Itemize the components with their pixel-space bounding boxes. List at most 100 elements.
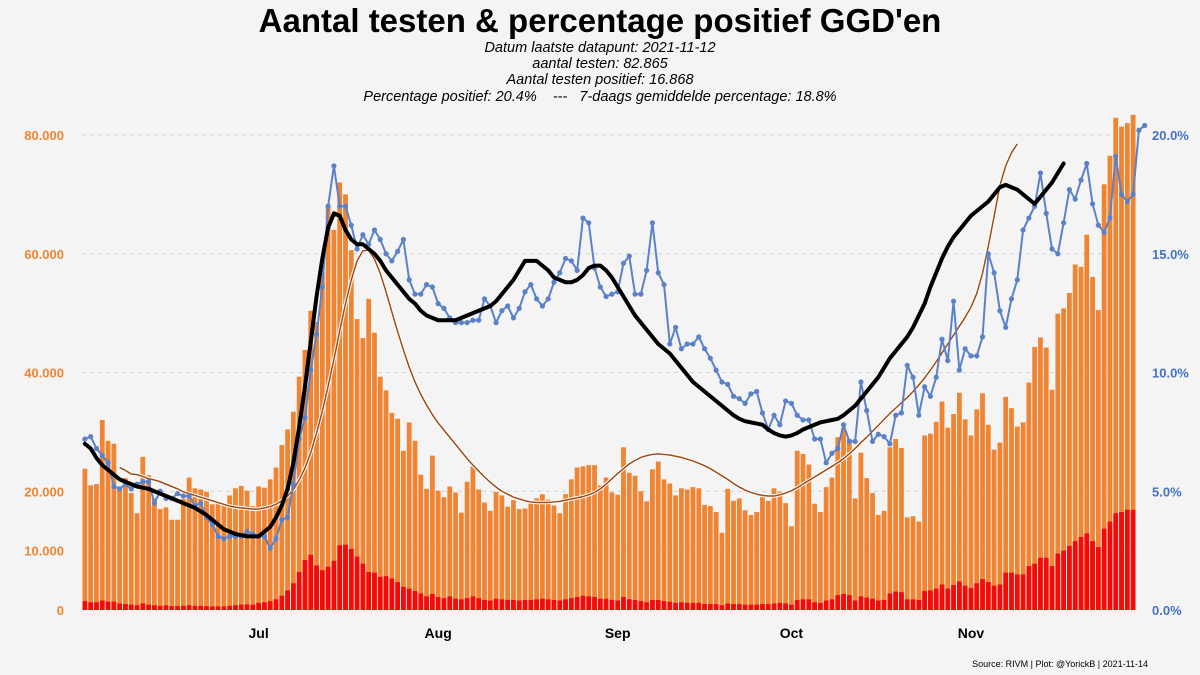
bar-positive [140, 603, 146, 610]
pct-point [551, 279, 557, 285]
bar-tests [1101, 184, 1107, 610]
bar-tests [372, 332, 377, 610]
pct-point [1061, 220, 1067, 226]
bar-tests [731, 500, 736, 610]
pct-point [389, 258, 395, 264]
bar-tests [661, 479, 667, 610]
pct-point [945, 358, 951, 364]
pct-point [1101, 229, 1107, 235]
bar-tests [1043, 347, 1049, 610]
pct-point [481, 296, 488, 302]
bar-positive [991, 585, 997, 610]
bar-tests [1072, 264, 1078, 610]
pct-point [794, 412, 800, 418]
pct-point [898, 410, 905, 416]
pct-point [1078, 177, 1084, 183]
pct-point [713, 367, 719, 373]
pct-point [852, 438, 858, 444]
pct-point [1026, 215, 1032, 221]
tests-avg-halo [118, 142, 1019, 511]
pct-point [151, 500, 157, 506]
bar-tests [719, 532, 725, 610]
bar-tests [447, 486, 453, 610]
bar-positive [412, 591, 418, 610]
bar-tests [655, 461, 661, 610]
pct-point [974, 353, 980, 359]
bar-positive [337, 545, 343, 610]
bar-positive [447, 596, 453, 610]
pct-point [371, 227, 378, 233]
bar-tests [678, 488, 684, 610]
pct-point [933, 374, 939, 380]
bar-tests [650, 469, 655, 610]
bar-positive [180, 605, 186, 610]
bar-positive [661, 601, 667, 610]
y-right-tick-label: 15.0% [1152, 247, 1189, 262]
bar-positive [985, 582, 991, 610]
bar-tests [1061, 308, 1067, 610]
bar-positive [835, 595, 841, 610]
bar-positive [493, 598, 499, 610]
bar-positive [609, 599, 615, 610]
bar-tests [204, 491, 209, 610]
bar-positive [325, 566, 331, 610]
pct-point [418, 291, 424, 297]
bar-tests [794, 450, 800, 610]
bar-positive [401, 586, 406, 610]
bar-positive [1067, 545, 1072, 610]
bar-positive [99, 600, 105, 610]
bar-tests [1130, 114, 1136, 610]
bar-positive [1003, 572, 1009, 610]
pct-point [534, 296, 540, 302]
bar-positive [956, 581, 962, 610]
y-left-tick-label: 20.000 [24, 484, 64, 499]
bar-positive [256, 602, 262, 610]
pct-point [783, 398, 789, 404]
bar-tests [516, 509, 522, 610]
bar-positive [395, 582, 401, 610]
bar-positive [94, 602, 99, 610]
bar-tests [800, 453, 806, 610]
pct-point [423, 282, 430, 288]
bar-positive [343, 544, 348, 610]
pct-point [215, 533, 221, 539]
bar-positive [586, 596, 592, 610]
bar-tests [464, 481, 470, 610]
pct-point [1118, 191, 1125, 197]
pct-point [510, 315, 517, 321]
bar-positive [134, 605, 140, 610]
pct-point [568, 258, 574, 264]
bar-tests [858, 452, 864, 610]
bar-positive [319, 570, 325, 610]
x-tick-label: Oct [780, 625, 804, 641]
bar-positive [354, 556, 360, 610]
bar-positive [974, 583, 980, 610]
pct-point [140, 479, 146, 485]
pct-point [348, 222, 354, 228]
bar-tests [621, 447, 626, 610]
y-left-tick-label: 0 [57, 603, 64, 618]
y-left-tick-label: 10.000 [24, 544, 64, 559]
bar-tests [887, 447, 893, 610]
x-tick-label: Aug [425, 625, 452, 641]
bar-positive [511, 599, 516, 610]
bar-tests [383, 390, 389, 610]
pct-point [939, 336, 945, 342]
bar-tests [551, 505, 557, 610]
pct-point [991, 270, 997, 276]
bar-tests [395, 418, 401, 610]
bar-tests [337, 182, 343, 610]
pct-point [128, 486, 134, 492]
bar-tests [684, 489, 690, 610]
bar-positive [696, 602, 702, 610]
bar-tests [1003, 396, 1009, 610]
pct-point [858, 379, 864, 385]
bar-positive [852, 600, 858, 610]
bar-tests [922, 435, 928, 610]
pct-point [620, 260, 627, 266]
pct-point [545, 296, 551, 302]
bar-positive [487, 600, 493, 610]
bar-tests [262, 487, 267, 610]
bar-tests [609, 492, 615, 610]
bar-positive [540, 598, 545, 610]
